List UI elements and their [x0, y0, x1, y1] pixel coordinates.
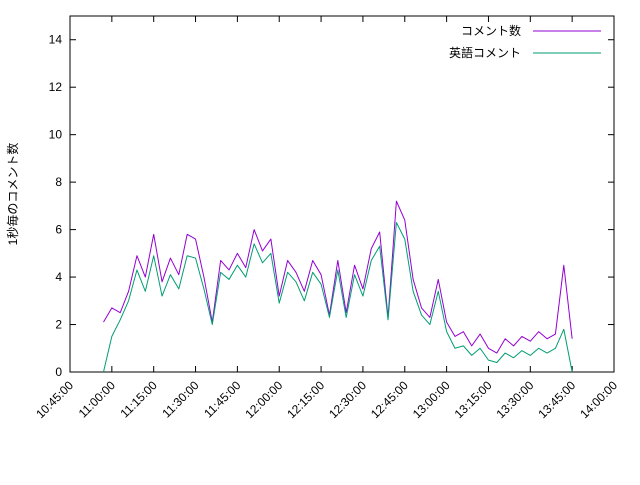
legend-label: 英語コメント — [449, 45, 521, 60]
x-tick-label: 13:15:00 — [452, 378, 495, 421]
x-tick-label: 12:30:00 — [326, 378, 369, 421]
x-axis: 10:45:00 11:00:00 11:15:00 11:30:00 11:45:00… — [33, 16, 620, 421]
y-tick-label: 6 — [55, 223, 62, 237]
x-tick-label: 13:45:00 — [535, 378, 578, 421]
y-tick-label: 12 — [49, 80, 63, 94]
legend-item-english-comments: 英語コメント — [449, 45, 601, 60]
y-axis: 0 2 4 6 8 10 12 14 — [49, 33, 614, 379]
x-tick-label: 13:00:00 — [410, 378, 453, 421]
x-tick-label: 11:45:00 — [201, 378, 244, 421]
plot-border — [69, 15, 615, 373]
y-tick-label: 0 — [55, 365, 62, 379]
y-tick-label: 8 — [55, 175, 62, 189]
y-axis-title-group: 1秒毎のコメント数 — [5, 143, 20, 246]
x-tick-label: 11:15:00 — [118, 378, 161, 421]
x-tick-label: 12:00:00 — [242, 378, 285, 421]
x-tick-label: 11:30:00 — [159, 378, 202, 421]
y-tick-label: 2 — [55, 318, 62, 332]
series-english-comments-line — [102, 221, 573, 373]
y-tick-label: 14 — [49, 33, 63, 47]
series-comment-count-line — [103, 200, 573, 354]
legend-label: コメント数 — [461, 23, 521, 38]
x-tick-label: 10:45:00 — [33, 378, 76, 421]
x-tick-label: 12:45:00 — [368, 378, 411, 421]
x-tick-label: 11:00:00 — [76, 378, 119, 421]
plot-frame — [69, 15, 615, 373]
legend-item-comment-count: コメント数 — [461, 23, 601, 38]
y-axis-title: 1秒毎のコメント数 — [5, 143, 20, 246]
x-tick-label: 12:15:00 — [284, 378, 327, 421]
series-lines — [102, 200, 573, 373]
y-tick-label: 10 — [49, 128, 63, 142]
x-tick-label: 14:00:00 — [577, 378, 620, 421]
y-tick-label: 4 — [55, 270, 62, 284]
x-tick-label: 13:30:00 — [493, 378, 536, 421]
